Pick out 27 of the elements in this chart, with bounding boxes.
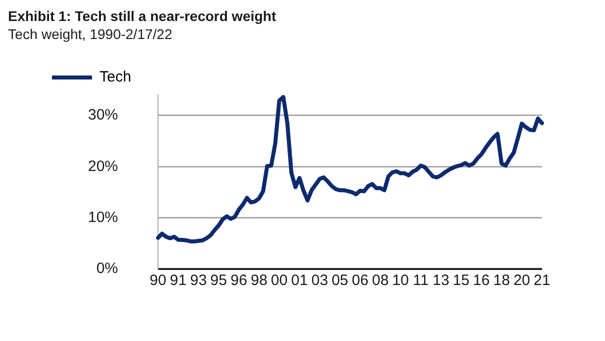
- x-tick-label: 93: [190, 272, 207, 290]
- x-tick-label: 11: [412, 272, 429, 290]
- x-tick-label: 95: [210, 272, 227, 290]
- x-tick-label: 90: [150, 272, 166, 290]
- x-tick-label: 16: [473, 272, 490, 290]
- legend-label: Tech: [100, 68, 132, 86]
- x-tick-label: 96: [230, 272, 248, 290]
- x-tick-label: 08: [372, 272, 389, 290]
- x-tick-label: 98: [250, 272, 268, 290]
- x-tick-label: 13: [432, 272, 450, 290]
- x-tick-label: 06: [352, 272, 368, 290]
- chart-subtitle: Tech weight, 1990-2/17/22: [8, 26, 174, 42]
- x-tick-label: 18: [493, 272, 510, 290]
- x-tick-label: 10: [392, 272, 409, 290]
- x-tick-label: 03: [311, 272, 328, 290]
- x-tick-label: 01: [291, 272, 308, 290]
- y-tick-label: 0%: [96, 260, 118, 278]
- x-tick-label: 20: [513, 272, 530, 290]
- x-tick-label: 00: [270, 272, 288, 290]
- x-tick-label: 15: [452, 272, 470, 290]
- y-tick-label: 30%: [88, 106, 118, 124]
- x-tick-label: 91: [170, 272, 187, 290]
- y-tick-label: 20%: [88, 158, 118, 175]
- x-tick-label: 05: [332, 272, 348, 290]
- chart-title: Exhibit 1: Tech still a near-record weight: [8, 8, 278, 24]
- y-tick-label: 10%: [88, 208, 118, 226]
- x-tick-label: 21: [534, 272, 550, 290]
